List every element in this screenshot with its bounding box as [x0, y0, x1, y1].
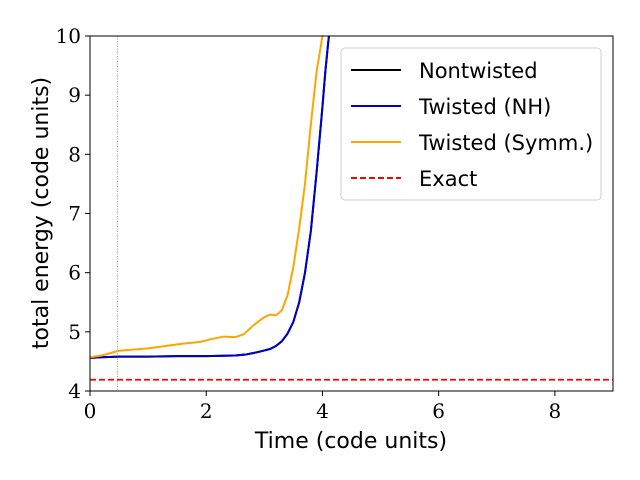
y-tick-label-6: 6 [68, 261, 81, 285]
series-line-nontwisted [90, 36, 330, 359]
x-tick-label-2: 2 [200, 399, 213, 423]
y-axis-label: total energy (code units) [29, 77, 54, 349]
legend-label-twisted-symm: Twisted (Symm.) [418, 131, 593, 155]
axes-layer: 0 2 4 6 8 4 5 6 7 8 9 10 [56, 24, 614, 423]
x-tick-label-0: 0 [84, 399, 97, 423]
legend-label-exact: Exact [419, 167, 477, 191]
legend-box [340, 47, 602, 201]
x-axis-label: Time (code units) [254, 429, 447, 454]
series-line-twisted-symm [90, 36, 324, 359]
x-tick-label-8: 8 [549, 399, 562, 423]
series-line-twisted-nh [90, 36, 330, 359]
x-tick-label-4: 4 [316, 399, 329, 423]
x-tick-label-6: 6 [432, 399, 445, 423]
legend-label-nontwisted: Nontwisted [419, 59, 538, 83]
y-tick-label-7: 7 [68, 202, 81, 226]
series-layer [90, 36, 613, 391]
y-tick-label-4: 4 [68, 379, 81, 403]
y-tick-label-5: 5 [68, 320, 81, 344]
legend-label-twisted-nh: Twisted (NH) [418, 95, 551, 119]
y-tick-label-9: 9 [68, 83, 81, 107]
legend: Nontwisted Twisted (NH) Twisted (Symm.) Exa… [340, 47, 602, 201]
y-tick-label-10: 10 [56, 24, 81, 48]
y-tick-label-8: 8 [68, 142, 81, 166]
